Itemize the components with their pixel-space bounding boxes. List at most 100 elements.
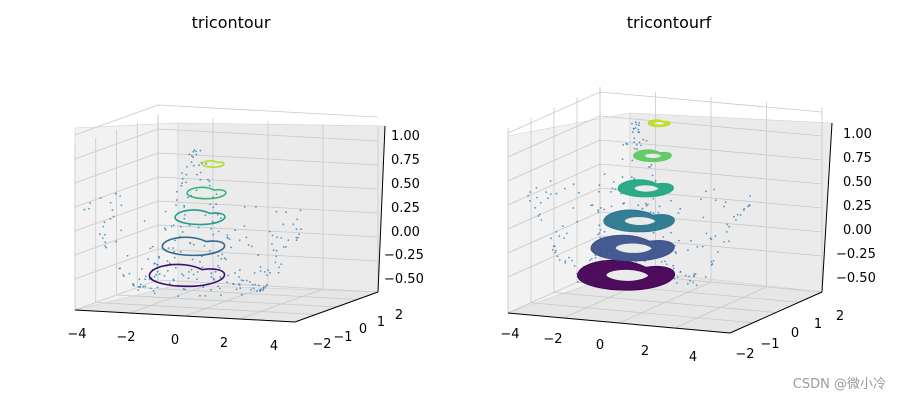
grid-line [74,224,379,256]
scatter-point [190,161,193,164]
scatter-point [185,173,188,176]
grid-line [74,128,379,160]
scatter-point [268,230,271,233]
scatter-point [558,259,561,261]
scatter-point [677,212,680,215]
scatter-point [553,245,556,248]
scatter-point [603,173,606,176]
scatter-point [724,201,727,204]
z-tick-label: 1.00 [391,129,420,144]
scatter-point [689,279,691,282]
scatter-point [562,225,564,228]
scatter-point [259,270,262,272]
scatter-point [675,282,678,284]
scatter-point [196,278,198,280]
scatter-point [674,251,677,253]
scatter-point [111,209,114,212]
scatter-point [210,276,213,278]
scatter-point [181,177,184,180]
back-pane [74,122,179,311]
subplot-tricontourf: tricontourf −4 −2 0 2 4 −2 −1 0 1 2 1.00… [500,13,875,365]
scatter-point [576,281,579,283]
scatter-point [704,276,707,278]
scatter-point [230,246,233,249]
scatter-point [732,215,735,218]
scatter-point [262,286,265,289]
scatter-point [249,281,251,283]
scatter-point [149,287,152,290]
scatter-point [200,255,203,258]
side-pane [629,112,833,293]
scatter-point [195,150,197,153]
scatter-point [151,245,154,248]
axis-lines [507,122,833,334]
scatter-point [651,174,654,177]
scatter-point [259,290,262,293]
axis-lines [74,125,386,323]
scatter-point [238,239,241,242]
scatter-point [555,249,557,252]
scatter-point [591,204,594,207]
scatter-point [638,124,640,127]
scatter-point [296,218,299,221]
scatter-point [687,249,689,252]
scatter-point [549,180,552,182]
scatter-point [220,258,223,260]
scatter-point [198,164,200,167]
scatter-point [177,295,180,297]
scatter-point [679,270,682,273]
scatter-point [226,281,229,284]
contour-hole [654,122,665,125]
scatter-point [275,255,277,258]
scatter-point [172,247,175,249]
scatter-point [652,212,655,215]
scatter-point [172,278,175,281]
z-tick-label: 0.25 [843,199,872,214]
scatter-point [223,257,226,260]
scatter-point [185,181,187,184]
scatter-point [232,282,234,285]
z-tick-label: 1.00 [843,127,872,142]
scatter-point [610,191,612,193]
grid-line [116,294,337,308]
scatter-point [164,210,167,213]
scatter-point [156,270,159,273]
scatter-point [163,227,166,230]
x-tick-labels: −4 −2 0 2 4 [67,327,278,354]
scatter-point [673,277,676,280]
scatter-point [247,244,250,246]
scatter-point [234,272,236,274]
scatter-point [226,234,229,237]
scatter-point [637,204,640,207]
grid-line [74,152,379,184]
scatter-point [149,247,152,250]
scatter-point [726,223,729,226]
contour-line [186,186,227,200]
scatter-point [182,274,185,277]
scatter-point [701,245,704,248]
scatter-point [203,245,206,247]
scatter-point [670,199,672,202]
scatter-point [693,273,696,275]
contour-hole [634,185,659,192]
scatter-point [537,215,540,217]
scatter-point [555,230,558,233]
scatter-point [173,250,175,253]
scatter-point [187,277,190,279]
grid-line [507,235,823,278]
scatter-point [598,184,601,187]
scatter-point [104,245,107,247]
scatter-points [83,149,302,297]
scatter-point [99,233,101,236]
scatter-point [728,240,730,243]
scatter-point [128,272,131,275]
x-tick-label: −4 [67,327,86,342]
scatter-point [215,193,218,196]
x-tick-label: 4 [689,350,697,365]
scatter-point [239,287,242,290]
scatter-point [692,281,694,284]
scatter-point [217,285,219,288]
scatter-point [693,275,695,277]
scatter-point [181,182,184,185]
scatter-point [549,193,552,196]
